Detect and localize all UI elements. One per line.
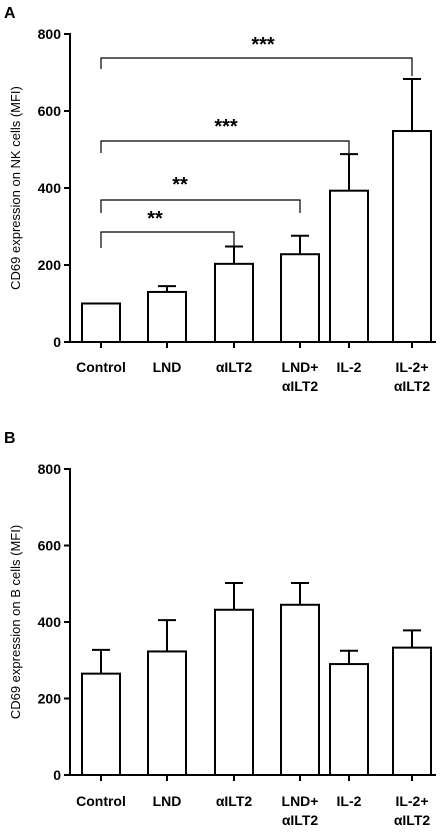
bar bbox=[280, 253, 320, 343]
significance-bracket bbox=[100, 140, 350, 156]
significance-label: *** bbox=[214, 116, 238, 138]
y-tick-label: 400 bbox=[38, 180, 62, 196]
y-tick-label: 200 bbox=[38, 257, 62, 273]
x-tick-label: LND+ bbox=[282, 359, 319, 375]
y-tick-label: 0 bbox=[53, 334, 61, 350]
bar bbox=[214, 608, 254, 777]
panel-letter: B bbox=[4, 430, 16, 447]
bar bbox=[329, 189, 369, 343]
bar bbox=[392, 646, 432, 776]
x-tick-label: LND bbox=[153, 793, 182, 809]
x-tick-label: αILT2 bbox=[216, 793, 253, 809]
x-tick-label: IL-2+ bbox=[395, 359, 428, 375]
y-tick-label: 200 bbox=[38, 691, 62, 707]
bar bbox=[392, 130, 432, 343]
bar bbox=[147, 290, 187, 344]
bar bbox=[329, 663, 369, 777]
significance-label: ** bbox=[147, 208, 163, 230]
x-tick-label: LND+ bbox=[282, 793, 319, 809]
y-tick-label: 800 bbox=[38, 26, 62, 42]
bar bbox=[81, 672, 121, 777]
significance-bracket bbox=[100, 57, 413, 76]
panel-b-chart: B CD69 expression on B cells (MFI) 0 200 4… bbox=[4, 430, 436, 828]
y-tick-label: 400 bbox=[38, 614, 62, 630]
x-tick-label: IL-2 bbox=[337, 359, 362, 375]
panel-a-chart: A CD69 expression on NK cells (MFI) 0 200… bbox=[4, 5, 436, 394]
significance-label: ** bbox=[172, 174, 188, 196]
x-tick-label: IL-2+ bbox=[395, 793, 428, 809]
y-axis-label: CD69 expression on NK cells (MFI) bbox=[8, 86, 23, 290]
significance-bracket bbox=[100, 199, 301, 213]
x-tick-label: αILT2 bbox=[216, 359, 253, 375]
y-tick-label: 600 bbox=[38, 103, 62, 119]
y-tick-label: 0 bbox=[53, 767, 61, 783]
x-tick-label: αILT2 bbox=[394, 378, 431, 394]
x-tick-label: LND bbox=[153, 359, 182, 375]
x-tick-label: Control bbox=[76, 793, 126, 809]
x-tick-label: αILT2 bbox=[282, 812, 319, 828]
bar bbox=[147, 650, 187, 777]
significance-label: *** bbox=[251, 34, 275, 56]
x-tick-label: Control bbox=[76, 359, 126, 375]
y-tick-label: 600 bbox=[38, 538, 62, 554]
bar bbox=[81, 302, 121, 343]
bar bbox=[280, 603, 320, 776]
x-tick-label: αILT2 bbox=[282, 378, 319, 394]
y-tick-label: 800 bbox=[38, 461, 62, 477]
x-tick-label: αILT2 bbox=[394, 812, 431, 828]
panel-letter: A bbox=[4, 5, 16, 22]
significance-bracket bbox=[100, 231, 235, 248]
y-axis-label: CD69 expression on B cells (MFI) bbox=[8, 525, 23, 719]
bar bbox=[214, 262, 254, 343]
x-tick-label: IL-2 bbox=[337, 793, 362, 809]
